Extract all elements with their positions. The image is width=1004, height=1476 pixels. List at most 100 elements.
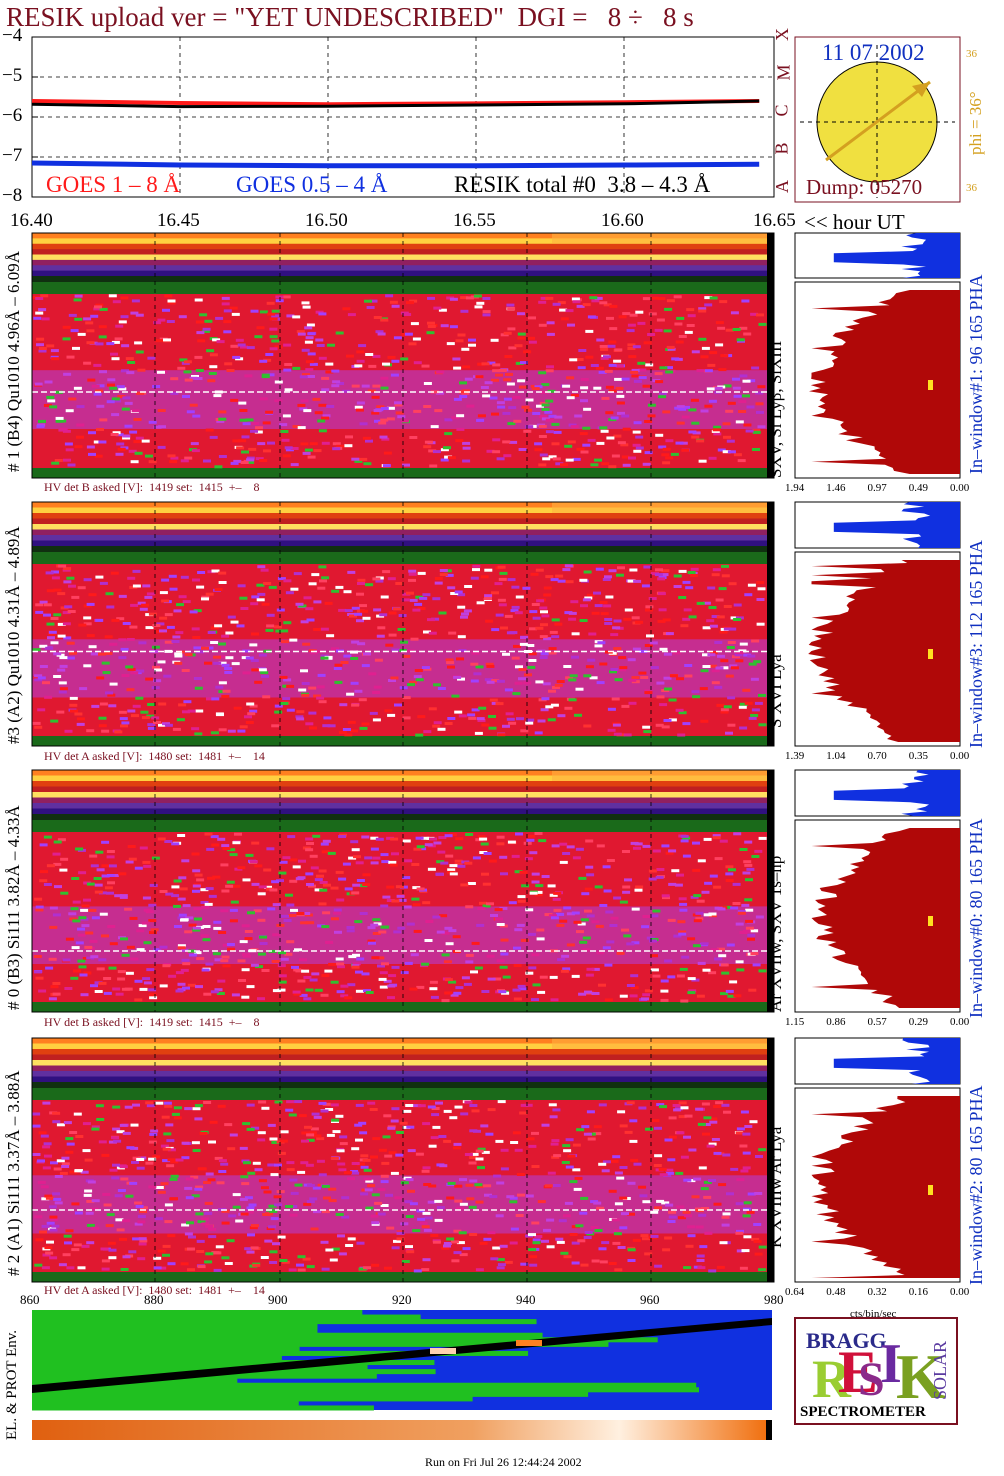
heatmap-pixel	[598, 1162, 607, 1166]
heatmap-pixel	[161, 1115, 170, 1119]
heatmap-pixel	[614, 348, 623, 352]
heatmap-pixel	[300, 1161, 309, 1165]
heatmap-pixel	[212, 875, 221, 879]
heatmap-pixel	[552, 457, 561, 461]
heatmap-pixel	[306, 1184, 315, 1188]
heatmap-pixel	[712, 834, 721, 838]
heatmap-pixel	[371, 1222, 380, 1226]
heatmap-pixel	[409, 680, 417, 684]
heatmap-pixel	[528, 659, 537, 662]
heatmap-pixel	[412, 1229, 421, 1233]
heatmap-pixel	[355, 861, 364, 865]
heatmap-pixel	[746, 405, 755, 409]
heatmap-pixel	[40, 870, 48, 874]
heatmap-pixel	[454, 846, 463, 850]
heatmap-pixel	[239, 1146, 248, 1150]
heatmap-pixel	[508, 721, 517, 725]
heatmap-top-band	[32, 808, 767, 815]
heatmap-pixel	[423, 730, 432, 734]
heatmap-pixel	[745, 926, 754, 930]
heatmap-pixel	[306, 883, 314, 886]
heatmap-pixel	[232, 1193, 241, 1197]
heatmap-pixel	[177, 982, 186, 986]
heatmap-pixel	[98, 325, 107, 329]
heatmap-pixel	[703, 1195, 712, 1199]
heatmap-pixel	[662, 447, 671, 451]
heatmap-pixel	[158, 1266, 167, 1270]
heatmap-pixel	[104, 651, 113, 655]
heatmap-pixel	[142, 896, 151, 900]
pha-window-marker	[928, 649, 933, 659]
heatmap-pixel	[641, 584, 650, 588]
heatmap-pixel	[226, 1239, 235, 1243]
heatmap-pixel	[576, 447, 585, 451]
heatmap-pixel	[244, 930, 253, 933]
goes-class-letter: B	[771, 142, 792, 155]
heatmap-pixel	[499, 965, 508, 969]
heatmap-pixel	[184, 653, 193, 657]
heatmap-pixel	[147, 356, 156, 360]
heatmap-pixel	[68, 313, 77, 317]
heatmap-pixel	[162, 1159, 171, 1163]
heatmap-pixel	[538, 323, 547, 327]
heatmap-pixel	[180, 459, 189, 463]
heatmap-pixel	[52, 913, 61, 917]
heatmap-pixel	[266, 613, 275, 617]
heatmap-pixel	[674, 883, 683, 887]
heatmap-pixel	[95, 575, 104, 579]
heatmap-pixel	[658, 1167, 667, 1171]
heatmap-top-band	[32, 502, 767, 508]
heatmap-pixel	[758, 836, 767, 840]
heatmap-pixel	[355, 970, 363, 974]
heatmap-pixel	[333, 667, 342, 670]
heatmap-pixel	[80, 908, 89, 912]
heatmap-pixel	[734, 653, 743, 657]
heatmap-pixel	[52, 982, 61, 985]
heatmap-pixel	[246, 702, 255, 706]
heatmap-pixel	[74, 712, 83, 716]
heatmap-pixel	[387, 713, 396, 717]
heatmap-pixel	[663, 329, 672, 333]
heatmap-pixel	[318, 1101, 327, 1105]
heatmap-pixel	[131, 714, 139, 718]
heatmap-pixel	[756, 598, 765, 601]
heatmap-pixel	[299, 375, 308, 379]
heatmap-pixel	[666, 299, 675, 303]
heatmap-pixel	[645, 363, 654, 367]
heatmap-pixel	[708, 1179, 716, 1182]
heatmap-pixel	[42, 1101, 51, 1105]
heatmap-pixel	[336, 382, 345, 385]
heatmap-pixel	[148, 460, 157, 464]
heatmap-pixel	[608, 465, 617, 469]
heatmap-pixel	[643, 730, 652, 734]
heatmap-pixel	[387, 1126, 396, 1130]
phi-label: phi = 36°	[966, 91, 985, 155]
heatmap-pixel	[90, 1207, 99, 1211]
heatmap-pixel	[84, 945, 93, 949]
heatmap-pixel	[673, 574, 682, 578]
heatmap-pixel	[697, 1122, 706, 1126]
heatmap-pixel	[179, 887, 188, 891]
heatmap-pixel	[332, 442, 341, 446]
heatmap-pixel	[380, 1180, 389, 1184]
heatmap-pixel	[72, 900, 81, 904]
heatmap-pixel	[736, 1249, 745, 1253]
heatmap-pixel	[169, 1177, 178, 1181]
heatmap-pixel	[475, 1185, 484, 1189]
heatmap-pixel	[732, 328, 741, 331]
heatmap-pixel	[531, 998, 539, 1002]
heatmap-pixel	[454, 1184, 463, 1188]
heatmap-pixel	[91, 704, 100, 708]
heatmap-pixel	[135, 350, 144, 354]
heatmap-pixel	[374, 658, 383, 662]
heatmap-pixel	[250, 1246, 259, 1250]
heatmap-pixel	[32, 1112, 41, 1116]
heatmap-pixel	[111, 397, 120, 401]
heatmap-pixel	[301, 693, 310, 697]
heatmap-pixel	[163, 338, 171, 342]
channel-1-pha-label: In–window#1: 96 165 PHA	[966, 274, 986, 474]
heatmap-pixel	[93, 392, 102, 396]
heatmap-pixel	[434, 1218, 443, 1222]
heatmap-pixel	[608, 1262, 617, 1265]
heatmap-pixel	[489, 698, 498, 702]
